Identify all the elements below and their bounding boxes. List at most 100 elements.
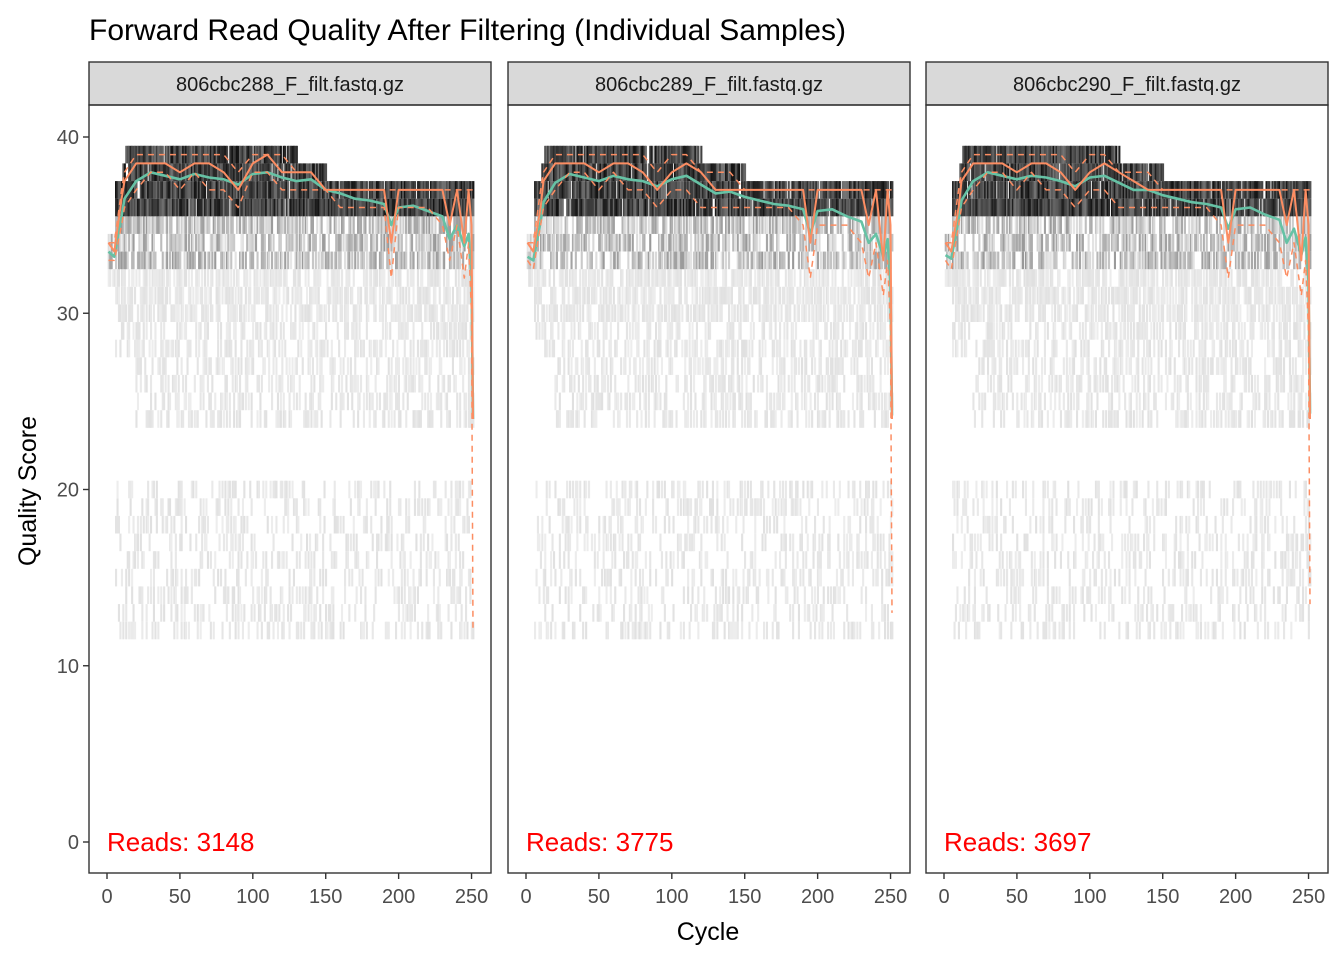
heatmap-cell (262, 216, 264, 234)
heatmap-cell (455, 534, 457, 552)
heatmap-cell (273, 234, 275, 252)
heatmap-cell (299, 586, 301, 604)
heatmap-cell (207, 516, 209, 534)
heatmap-cell (242, 498, 244, 516)
heatmap-cell (290, 410, 292, 428)
heatmap-cell (709, 357, 711, 375)
heatmap-cell (217, 340, 219, 358)
heatmap-cell (322, 534, 324, 552)
heatmap-cell (727, 551, 729, 569)
heatmap-cell (741, 357, 743, 375)
heatmap-cell (589, 304, 591, 322)
heatmap-cell (239, 216, 241, 234)
heatmap-cell (462, 551, 464, 569)
heatmap-cell (713, 604, 715, 622)
heatmap-cell (185, 516, 187, 534)
heatmap-cell (273, 304, 275, 322)
heatmap-cell (150, 569, 152, 587)
heatmap-cell (280, 410, 282, 428)
heatmap-cell (383, 410, 385, 428)
heatmap-cell (568, 551, 570, 569)
heatmap-cell (421, 498, 423, 516)
heatmap-cell (168, 586, 170, 604)
heatmap-cell (572, 216, 574, 234)
heatmap-cell (297, 340, 299, 358)
heatmap-cell (712, 481, 714, 499)
heatmap-cell (461, 569, 463, 587)
heatmap-cell (350, 357, 352, 375)
heatmap-cell (610, 287, 612, 305)
heatmap-cell (699, 287, 701, 305)
heatmap-cell (751, 498, 753, 516)
heatmap-cell (146, 304, 148, 322)
heatmap-cell (636, 516, 638, 534)
heatmap-cell (287, 516, 289, 534)
heatmap-cell (200, 498, 202, 516)
heatmap-cell (328, 304, 330, 322)
heatmap-cell (305, 586, 307, 604)
heatmap-cell (205, 498, 207, 516)
heatmap-cell (562, 199, 564, 217)
heatmap-cell (715, 393, 717, 411)
heatmap-cell (762, 340, 764, 358)
heatmap-cell (321, 410, 323, 428)
heatmap-cell (125, 569, 127, 587)
heatmap-cell (240, 340, 242, 358)
heatmap-cell (278, 551, 280, 569)
heatmap-cell (597, 375, 599, 393)
heatmap-cell (268, 357, 270, 375)
heatmap-cell (712, 252, 714, 270)
heatmap-cell (659, 622, 661, 640)
heatmap-cell (696, 410, 698, 428)
heatmap-cell (351, 393, 353, 411)
heatmap-cell (242, 393, 244, 411)
heatmap-cell (362, 569, 364, 587)
heatmap-cell (697, 516, 699, 534)
heatmap-cell (284, 410, 286, 428)
heatmap-cell (213, 622, 215, 640)
heatmap-cell (357, 410, 359, 428)
heatmap-cell (645, 216, 647, 234)
heatmap-cell (133, 604, 135, 622)
heatmap-cell (732, 498, 734, 516)
heatmap-cell (434, 287, 436, 305)
heatmap-cell (566, 252, 568, 270)
heatmap-cell (277, 252, 279, 270)
heatmap-cell (418, 216, 420, 234)
heatmap-cell (318, 622, 320, 640)
heatmap-cell (338, 375, 340, 393)
heatmap-cell (284, 252, 286, 270)
heatmap-cell (762, 534, 764, 552)
heatmap-cell (413, 287, 415, 305)
heatmap-cell (462, 340, 464, 358)
heatmap-cell (623, 604, 625, 622)
heatmap-cell (743, 252, 745, 270)
heatmap-cell (449, 287, 451, 305)
heatmap-cell (439, 604, 441, 622)
heatmap-cell (693, 375, 695, 393)
heatmap-cell (178, 340, 180, 358)
heatmap-cell (249, 287, 251, 305)
heatmap-cell (316, 322, 318, 340)
heatmap-cell (601, 569, 603, 587)
heatmap-cell (594, 322, 596, 340)
heatmap-cell (275, 516, 277, 534)
heatmap-cell (205, 410, 207, 428)
heatmap-cell (665, 393, 667, 411)
heatmap-cell (678, 481, 680, 499)
heatmap-cell (192, 287, 194, 305)
heatmap-cell (261, 340, 263, 358)
heatmap-cell (746, 269, 748, 287)
heatmap-cell (187, 357, 189, 375)
heatmap-cell (627, 340, 629, 358)
heatmap-cell (748, 234, 750, 252)
heatmap-cell (181, 269, 183, 287)
heatmap-cell (431, 534, 433, 552)
heatmap-cell (131, 481, 133, 499)
heatmap-cell (154, 551, 156, 569)
heatmap-cell (222, 622, 224, 640)
heatmap-cell (264, 234, 266, 252)
heatmap-cell (128, 322, 130, 340)
heatmap-cell (114, 269, 116, 287)
heatmap-cell (437, 551, 439, 569)
